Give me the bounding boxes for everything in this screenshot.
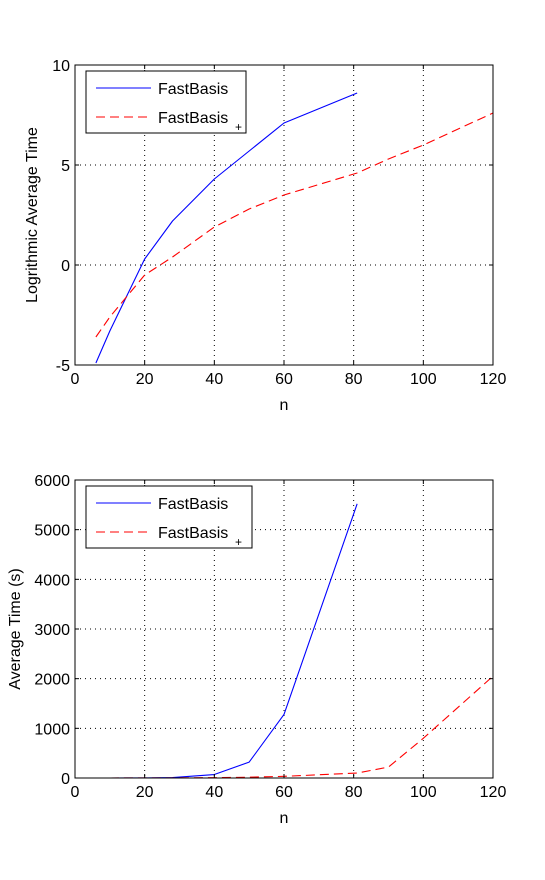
legend-box (85, 485, 253, 549)
legend-entry-label: FastBasis (158, 496, 228, 513)
y-tick-label: 0 (61, 771, 70, 788)
legend-subscript: + (235, 535, 242, 549)
x-tick-label: 100 (410, 371, 437, 388)
y-tick-label: 4000 (34, 572, 70, 589)
x-tick-label: 80 (345, 784, 363, 801)
x-tick-label: 20 (136, 371, 154, 388)
x-tick-label: 80 (345, 371, 363, 388)
y-axis-label: Logrithmic Average Time (24, 127, 41, 303)
series-line-fastbasis (95, 92, 358, 364)
y-tick-label: 2000 (34, 672, 70, 689)
legend-subscript: + (235, 120, 242, 134)
legend-entry-label: FastBasis (158, 81, 228, 98)
x-tick-label: 40 (205, 784, 223, 801)
y-tick-label: 10 (52, 58, 70, 75)
series-line-fastbasis-plus (95, 675, 494, 779)
x-tick-label: 20 (136, 784, 154, 801)
y-tick-label: 5 (61, 158, 70, 175)
x-tick-label: 120 (480, 371, 507, 388)
x-axis-label: n (280, 397, 289, 414)
x-tick-label: 40 (205, 371, 223, 388)
y-tick-label: 1000 (34, 721, 70, 738)
legend-entry-label: FastBasis (158, 525, 228, 542)
x-tick-label: 120 (480, 784, 507, 801)
y-tick-label: 0 (61, 258, 70, 275)
x-tick-label: 60 (275, 784, 293, 801)
series-line-fastbasis-plus (95, 112, 494, 338)
legend: FastBasis FastBasis + (85, 70, 247, 134)
x-tick-label: 60 (275, 371, 293, 388)
x-tick-label: 100 (410, 784, 437, 801)
legend-entry-label: FastBasis (158, 110, 228, 127)
y-tick-label: -5 (56, 358, 70, 375)
x-tick-label: 0 (71, 784, 80, 801)
legend: FastBasis FastBasis + (85, 485, 253, 549)
y-tick-label: 6000 (34, 473, 70, 490)
x-axis-label: n (280, 810, 289, 827)
legend-box (85, 70, 247, 134)
y-axis-label: Average Time (s) (7, 568, 24, 690)
y-tick-label: 5000 (34, 523, 70, 540)
chart-2: 0 20 40 60 80 100 120 0 1000 2000 3000 4000 5000 6000… (7, 473, 506, 827)
x-tick-label: 0 (71, 371, 80, 388)
y-tick-label: 3000 (34, 622, 70, 639)
